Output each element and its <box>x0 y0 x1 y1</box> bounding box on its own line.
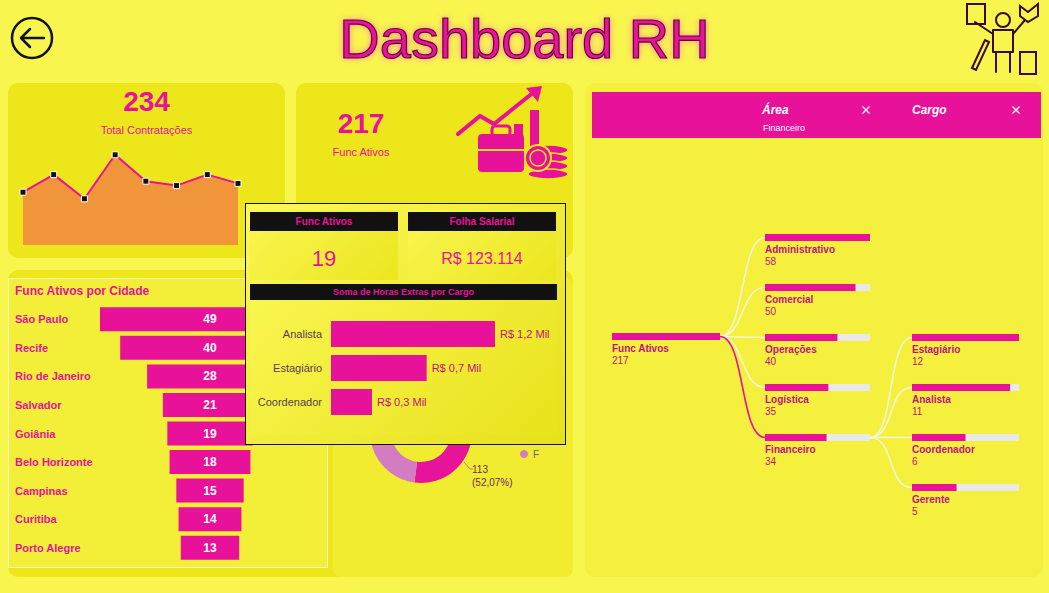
svg-text:Cargo: Cargo <box>912 103 947 117</box>
html-text:R$ 123.114: R$ 123.114 <box>441 250 523 267</box>
svg-text:35: 35 <box>765 406 777 417</box>
svg-text:Analista: Analista <box>283 328 323 340</box>
svg-text:Func Ativos: Func Ativos <box>612 343 669 354</box>
svg-text:Coordenador: Coordenador <box>912 444 975 455</box>
svg-text:13: 13 <box>203 541 217 555</box>
svg-text:5: 5 <box>912 506 918 517</box>
html-text:Func Ativos: Func Ativos <box>332 146 390 158</box>
svg-text:Comercial: Comercial <box>765 294 814 305</box>
svg-text:15: 15 <box>203 484 217 498</box>
html-text:19: 19 <box>311 246 337 271</box>
svg-text:11: 11 <box>912 406 923 417</box>
svg-text:40: 40 <box>765 356 777 367</box>
svg-text:Gerente: Gerente <box>912 494 950 505</box>
svg-text:R$ 1,2 Mil: R$ 1,2 Mil <box>500 328 550 340</box>
svg-text:F: F <box>533 449 539 460</box>
svg-text:19: 19 <box>203 427 217 441</box>
html-text:113 (52,07%): 113 (52,07%) <box>472 464 513 488</box>
html-text:234: 234 <box>123 86 170 117</box>
html-text:Func Ativos: Func Ativos <box>295 216 353 227</box>
svg-text:Analista: Analista <box>912 394 951 405</box>
html-text:217: 217 <box>337 108 385 139</box>
svg-text:21: 21 <box>203 398 217 412</box>
svg-text:Campinas: Campinas <box>15 485 68 497</box>
svg-text:28: 28 <box>203 369 217 383</box>
html-text:Soma de Horas Extras por Cargo: Soma de Horas Extras por Cargo <box>333 287 474 297</box>
html-text:Folha Salarial: Folha Salarial <box>449 216 515 227</box>
svg-text:40: 40 <box>203 341 217 355</box>
svg-text:Coordenador: Coordenador <box>258 396 323 408</box>
svg-text:Recife: Recife <box>15 342 48 354</box>
svg-text:6: 6 <box>912 456 918 467</box>
svg-text:R$ 0,7 Mil: R$ 0,7 Mil <box>432 362 482 374</box>
svg-text:14: 14 <box>203 512 217 526</box>
svg-text:Porto Alegre: Porto Alegre <box>15 542 81 554</box>
html-text:Func Ativos por Cidade: Func Ativos por Cidade <box>15 284 150 298</box>
svg-text:Logística: Logística <box>765 394 809 405</box>
svg-text:58: 58 <box>765 256 777 267</box>
svg-text:18: 18 <box>203 455 217 469</box>
svg-text:Curitiba: Curitiba <box>15 513 57 525</box>
svg-text:12: 12 <box>912 356 924 367</box>
svg-text:São Paulo: São Paulo <box>15 313 68 325</box>
svg-text:Salvador: Salvador <box>15 399 62 411</box>
svg-text:Estagiário: Estagiário <box>912 344 960 355</box>
svg-text:Operações: Operações <box>765 344 817 355</box>
svg-text:Estagiário: Estagiário <box>273 362 322 374</box>
svg-text:Rio de Janeiro: Rio de Janeiro <box>15 370 91 382</box>
svg-text:Financeiro: Financeiro <box>765 444 816 455</box>
svg-text:R$ 0,3 Mil: R$ 0,3 Mil <box>377 396 427 408</box>
svg-text:34: 34 <box>765 456 777 467</box>
html-text:Dashboard RH: Dashboard RH <box>339 7 710 70</box>
svg-text:217: 217 <box>612 355 629 366</box>
svg-text:50: 50 <box>765 306 777 317</box>
svg-text:Área: Área <box>761 102 789 117</box>
svg-text:Belo Horizonte: Belo Horizonte <box>15 456 93 468</box>
svg-text:Financeiro: Financeiro <box>763 123 805 133</box>
svg-text:Administrativo: Administrativo <box>765 244 835 255</box>
svg-text:Goiânia: Goiânia <box>15 428 56 440</box>
svg-text:49: 49 <box>203 312 217 326</box>
html-text:Total Contratações: Total Contratações <box>100 124 193 136</box>
